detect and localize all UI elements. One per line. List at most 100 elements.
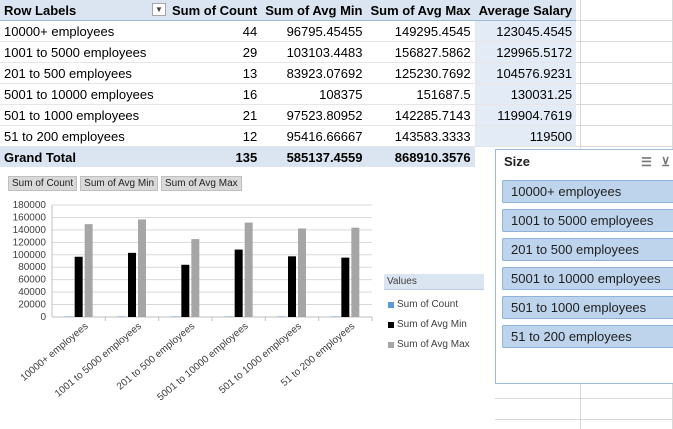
legend-item-sum-of-avg-min: Sum of Avg Min xyxy=(384,319,484,330)
slicer-item[interactable]: 501 to 1000 employees xyxy=(502,296,673,319)
gridline xyxy=(495,125,673,126)
count-cell[interactable]: 16 xyxy=(168,83,262,105)
y-tick-label: 60000 xyxy=(18,275,46,286)
average-salary-cell[interactable]: 104576.9231 xyxy=(474,62,577,84)
avg-max-cell[interactable]: 142285.7143 xyxy=(366,104,475,126)
avg-max-cell[interactable]: 149295.4545 xyxy=(366,20,475,42)
legend-item-sum-of-avg-max: Sum of Avg Max xyxy=(384,339,484,350)
grand-total-min[interactable]: 585137.4559 xyxy=(261,146,367,167)
y-tick-label: 120000 xyxy=(13,237,47,248)
slicer-item[interactable]: 51 to 200 employees xyxy=(502,325,673,348)
clear-filter-icon[interactable]: ⊻ xyxy=(661,155,670,169)
pivot-table[interactable]: Row Labels ▼ Sum of Count Sum of Avg Min… xyxy=(0,0,577,167)
count-cell[interactable]: 29 xyxy=(168,41,262,63)
grand-total-max[interactable]: 868910.3576 xyxy=(366,146,475,167)
chart-field-buttons: Sum of Count Sum of Avg Min Sum of Avg M… xyxy=(8,176,242,191)
bar-sum-of-count xyxy=(64,316,73,317)
header-sum-of-count[interactable]: Sum of Count xyxy=(168,0,262,21)
gridline xyxy=(495,419,673,420)
table-row[interactable]: 5001 to 10000 employees 16 108375 151687.5 1… xyxy=(0,83,577,105)
count-cell[interactable]: 12 xyxy=(168,125,262,147)
header-sum-of-avg-max[interactable]: Sum of Avg Max xyxy=(366,0,475,21)
avg-max-cell[interactable]: 125230.7692 xyxy=(366,62,475,84)
y-tick-label: 40000 xyxy=(18,287,46,298)
y-tick-label: 80000 xyxy=(18,262,46,273)
slicer-title: Size xyxy=(504,154,531,169)
slicer-item[interactable]: 201 to 500 employees xyxy=(502,238,673,261)
slicer-item[interactable]: 5001 to 10000 employees xyxy=(502,267,673,290)
grand-total-row[interactable]: Grand Total 135 585137.4559 868910.3576 xyxy=(0,146,576,167)
grand-total-count[interactable]: 135 xyxy=(168,146,262,167)
y-tick-label: 160000 xyxy=(13,212,47,223)
avg-min-cell[interactable]: 108375 xyxy=(261,83,367,105)
average-salary-cell[interactable]: 130031.25 xyxy=(474,83,577,105)
bar-sum-of-avg-min xyxy=(288,256,296,317)
bar-sum-of-avg-max xyxy=(84,224,93,317)
avg-max-cell[interactable]: 156827.5862 xyxy=(366,41,475,63)
header-sum-of-avg-min[interactable]: Sum of Avg Min xyxy=(261,0,367,21)
average-salary-cell[interactable]: 129965.5172 xyxy=(474,41,577,63)
avg-max-cell[interactable]: 151687.5 xyxy=(366,83,475,105)
y-tick-label: 140000 xyxy=(13,225,47,236)
bar-sum-of-count xyxy=(118,316,126,317)
bar-sum-of-avg-min xyxy=(181,264,190,317)
y-tick-label: 20000 xyxy=(18,300,46,311)
table-row[interactable]: 201 to 500 employees 13 83923.07692 125230.… xyxy=(0,62,577,84)
gridline xyxy=(495,398,673,399)
size-slicer[interactable]: Size ☰ ⊻ 10000+ employees 1001 to 5000 em… xyxy=(495,149,673,384)
bar-sum-of-avg-max xyxy=(191,239,200,317)
field-button-sum-of-avg-min[interactable]: Sum of Avg Min xyxy=(80,176,159,191)
average-salary-cell[interactable]: 119904.7619 xyxy=(474,104,577,126)
header-average-salary[interactable]: Average Salary xyxy=(474,0,577,21)
row-label[interactable]: 1001 to 5000 employees xyxy=(0,41,168,63)
avg-min-cell[interactable]: 95416.66667 xyxy=(261,125,367,147)
avg-min-cell[interactable]: 103103.4483 xyxy=(261,41,367,63)
avg-max-cell[interactable]: 143583.3333 xyxy=(366,125,475,147)
y-tick-label: 100000 xyxy=(13,250,47,261)
field-button-sum-of-avg-max[interactable]: Sum of Avg Max xyxy=(161,176,242,191)
bar-sum-of-avg-max xyxy=(138,219,146,317)
bar-sum-of-avg-max xyxy=(298,228,306,317)
slicer-header: Size ☰ ⊻ xyxy=(496,150,673,174)
filter-dropdown-icon[interactable]: ▼ xyxy=(152,3,166,16)
row-label[interactable]: 5001 to 10000 employees xyxy=(0,83,168,105)
gridline xyxy=(495,146,673,147)
x-tick-label: 5001 to 10000 employees xyxy=(155,321,250,403)
count-cell[interactable]: 13 xyxy=(168,62,262,84)
header-row-labels[interactable]: Row Labels ▼ xyxy=(0,0,168,21)
table-row[interactable]: 51 to 200 employees 12 95416.66667 143583.3… xyxy=(0,125,577,147)
gridline xyxy=(495,83,673,84)
chart-legend[interactable]: Values Sum of Count Sum of Avg Min Sum o… xyxy=(384,274,484,350)
legend-label-max: Sum of Avg Max xyxy=(397,339,470,350)
gridline xyxy=(495,62,673,63)
legend-title: Values xyxy=(384,274,484,290)
avg-min-cell[interactable]: 83923.07692 xyxy=(261,62,367,84)
table-row[interactable]: 10000+ employees 44 96795.45455 149295.4545… xyxy=(0,20,577,42)
multi-select-icon[interactable]: ☰ xyxy=(641,155,652,169)
slicer-item[interactable]: 10000+ employees xyxy=(502,180,673,203)
row-label[interactable]: 51 to 200 employees xyxy=(0,125,168,147)
average-salary-cell[interactable]: 123045.4545 xyxy=(474,20,577,42)
table-row[interactable]: 1001 to 5000 employees 29 103103.4483 15682… xyxy=(0,41,577,63)
bar-sum-of-avg-max xyxy=(244,222,253,317)
average-salary-cell[interactable]: 119500 xyxy=(474,125,577,147)
row-label[interactable]: 10000+ employees xyxy=(0,20,168,42)
legend-item-sum-of-count: Sum of Count xyxy=(384,299,484,310)
bar-sum-of-avg-max xyxy=(351,227,360,317)
avg-min-cell[interactable]: 96795.45455 xyxy=(261,20,367,42)
pivot-chart[interactable]: Sum of Count Sum of Avg Min Sum of Avg M… xyxy=(0,170,492,429)
legend-label-count: Sum of Count xyxy=(397,299,459,310)
field-button-sum-of-count[interactable]: Sum of Count xyxy=(8,176,78,191)
row-label[interactable]: 501 to 1000 employees xyxy=(0,104,168,126)
bar-sum-of-count xyxy=(331,316,340,317)
grand-total-label[interactable]: Grand Total xyxy=(0,146,168,167)
row-label[interactable]: 201 to 500 employees xyxy=(0,62,168,84)
count-cell[interactable]: 21 xyxy=(168,104,262,126)
count-cell[interactable]: 44 xyxy=(168,20,262,42)
y-tick-label: 0 xyxy=(40,312,46,323)
table-row[interactable]: 501 to 1000 employees 21 97523.80952 142285… xyxy=(0,104,577,126)
gridline xyxy=(495,41,673,42)
slicer-item[interactable]: 1001 to 5000 employees xyxy=(502,209,673,232)
avg-min-cell[interactable]: 97523.80952 xyxy=(261,104,367,126)
